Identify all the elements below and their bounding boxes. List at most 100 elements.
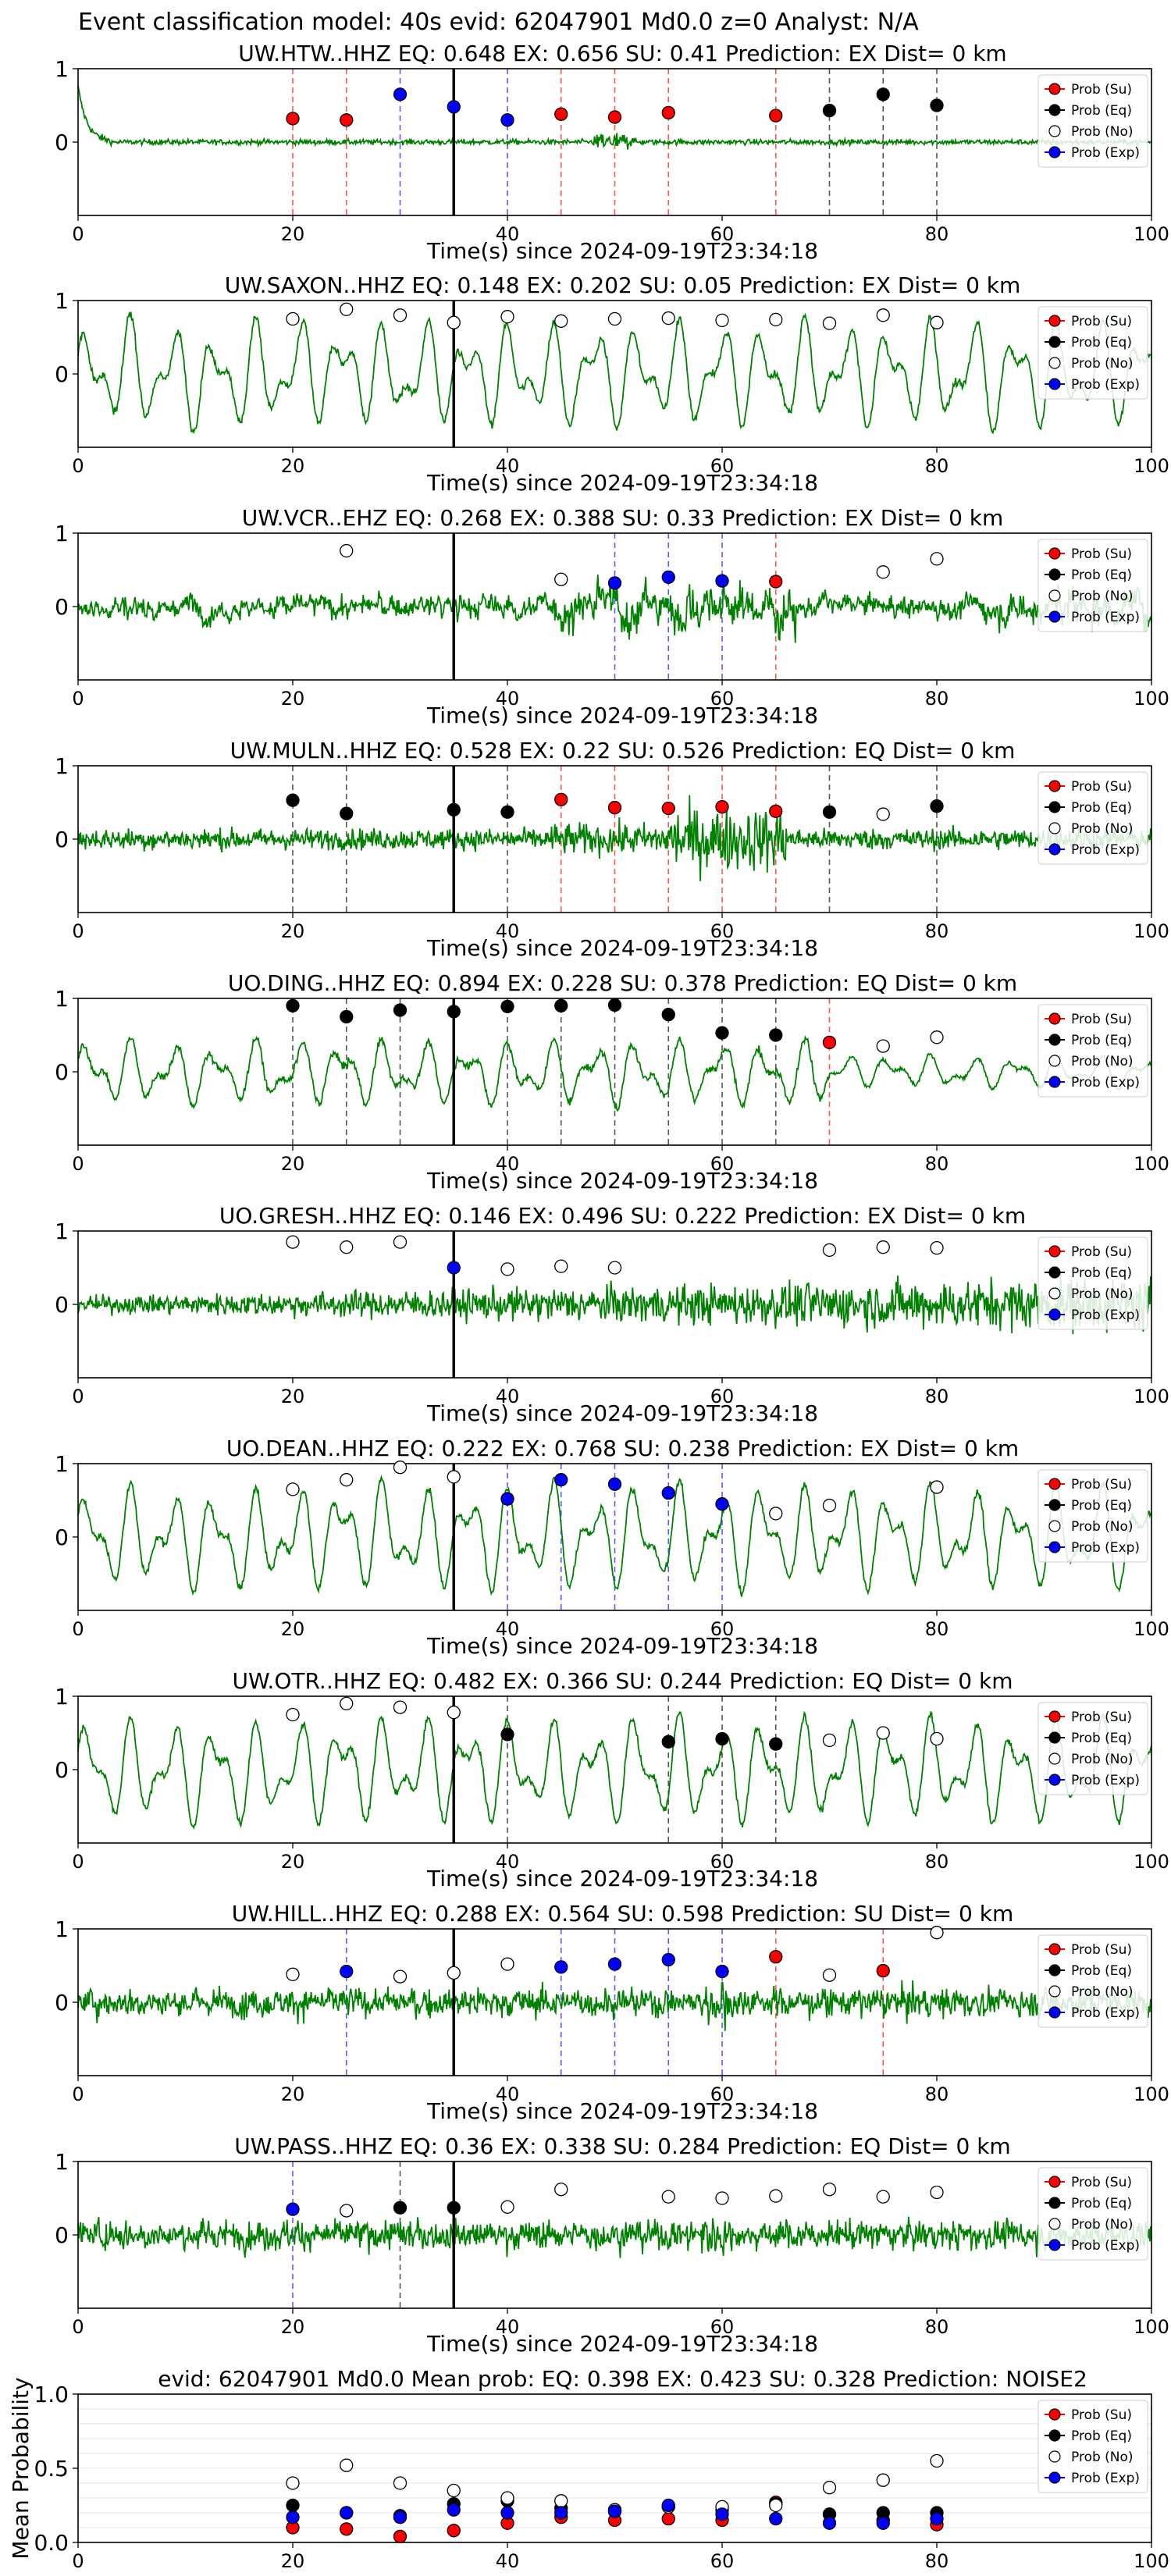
prob-point-probsu [715,799,729,814]
y-tick-label: 1 [55,288,69,314]
legend-label: Prob (Eq) [1071,1033,1132,1048]
legend-swatch-marker [1048,336,1061,348]
legend-label: Prob (Exp) [1071,842,1140,858]
y-tick-label: 0 [55,1525,69,1550]
prob-point-probeq [715,1026,729,1040]
prob-point-probexp [822,2516,837,2530]
prob-point-probeq [500,805,514,819]
legend-swatch-marker [1048,125,1061,137]
prob-point-probexp [286,2202,300,2216]
x-tick-label: 0 [72,455,84,477]
prob-point-probno [340,1473,354,1487]
prob-point-probexp [715,1964,729,1979]
prob-point-probno [286,1482,300,1496]
legend-swatch-marker [1048,1774,1061,1786]
legend-swatch-marker [1048,2197,1061,2209]
x-axis-label: Time(s) since 2024-09-19T23:34:18 [426,2331,818,2357]
panel-title: UO.GRESH..HHZ EQ: 0.146 EX: 0.496 SU: 0.… [219,1203,1026,1229]
prob-point-probsu [607,110,622,124]
prob-point-probeq [715,1731,729,1746]
panel-title: UO.DING..HHZ EQ: 0.894 EX: 0.228 SU: 0.3… [228,970,1017,996]
prob-point-probsu [554,792,568,806]
panel-uw-htw--hhz: UW.HTW..HHZ EQ: 0.648 EX: 0.656 SU: 0.41… [55,41,1169,264]
legend-swatch-marker [1048,1964,1061,1976]
x-axis-label: Time(s) since 2024-09-19T23:34:18 [426,1400,818,1426]
prob-point-probexp [661,2498,675,2513]
x-tick-label: 60 [710,223,735,245]
legend-swatch-marker [1048,1710,1061,1723]
legend-swatch-marker [1048,1520,1061,1532]
legend-label: Prob (No) [1071,124,1134,140]
y-tick-label: 0 [55,1059,69,1085]
legend-swatch-marker [1048,83,1061,95]
prob-point-probno [930,552,944,566]
legend-label: Prob (Su) [1071,1942,1132,1958]
prob-point-probexp [500,2506,514,2520]
x-tick-label: 80 [925,1618,949,1640]
panel-uw-pass--hhz: UW.PASS..HHZ EQ: 0.36 EX: 0.338 SU: 0.28… [55,2133,1169,2357]
prob-point-probno [340,302,354,316]
prob-point-probno [286,311,300,326]
x-tick-label: 60 [710,1153,735,1175]
panel-title: UW.HILL..HHZ EQ: 0.288 EX: 0.564 SU: 0.5… [232,1901,1014,1927]
prob-point-probsu [447,2524,461,2538]
prob-point-probno [393,308,408,322]
prob-point-probexp [286,2510,300,2524]
prob-point-probsu [876,1963,890,1978]
x-tick-label: 0 [72,2550,84,2572]
prob-point-probno [607,1261,622,1275]
x-tick-label: 40 [496,2083,520,2105]
prob-point-probeq [822,103,837,118]
panel-uo-dean--hhz: UO.DEAN..HHZ EQ: 0.222 EX: 0.768 SU: 0.2… [55,1436,1169,1659]
prob-point-probeq [930,799,944,813]
legend-label: Prob (Eq) [1071,2196,1132,2211]
x-tick-label: 20 [281,1618,305,1640]
legend-swatch-marker [1048,1012,1061,1025]
legend-label: Prob (Eq) [1071,1963,1132,1979]
x-tick-label: 80 [925,2083,949,2105]
panel-title: UW.SAXON..HHZ EQ: 0.148 EX: 0.202 SU: 0.… [225,272,1021,298]
prob-point-probexp [876,2516,890,2530]
panel-title: UW.MULN..HHZ EQ: 0.528 EX: 0.22 SU: 0.52… [230,738,1016,763]
x-axis-label: Time(s) since 2024-09-19T23:34:18 [426,1168,818,1194]
prob-point-probno [715,2191,729,2205]
legend-box [1038,539,1148,632]
seismogram-trace [77,1474,1152,1597]
x-tick-label: 80 [925,2316,949,2338]
seismogram-trace [77,1273,1152,1335]
seismogram-trace [77,1710,1152,1830]
prob-point-probeq [340,806,354,820]
prob-point-probno [661,2190,675,2204]
x-tick-label: 60 [710,2550,735,2572]
x-tick-label: 40 [496,1153,520,1175]
x-tick-label: 20 [281,2550,305,2572]
prob-point-probeq [554,998,568,1013]
prob-point-probno [500,1262,514,1276]
x-axis-label: Time(s) since 2024-09-19T23:34:18 [426,935,818,961]
panel-mean: evid: 62047901 Md0.0 Mean prob: EQ: 0.39… [8,2366,1169,2572]
prob-point-probno [447,2483,461,2498]
legend-swatch-marker [1048,1287,1061,1300]
legend-label: Prob (Su) [1071,82,1132,98]
prob-point-probno [822,1733,837,1748]
x-axis-label: Time(s) since 2024-09-19T23:34:18 [426,2098,818,2124]
x-tick-label: 20 [281,2083,305,2105]
panel-title: UW.HTW..HHZ EQ: 0.648 EX: 0.656 SU: 0.41… [238,41,1006,66]
prob-point-probno [876,1240,890,1254]
legend-box [1038,1934,1148,2028]
seismogram-trace [77,574,1152,643]
legend-swatch-marker [1048,589,1061,602]
legend-label: Prob (Su) [1071,546,1132,562]
legend-label: Prob (Eq) [1071,2428,1132,2444]
legend-swatch-marker [1048,1034,1061,1046]
x-tick-label: 20 [281,1851,305,1873]
panel-uw-vcr--ehz: UW.VCR..EHZ EQ: 0.268 EX: 0.388 SU: 0.33… [55,505,1169,728]
prob-point-probno [393,2476,408,2490]
x-tick-label: 0 [72,2316,84,2338]
x-tick-label: 80 [925,2550,949,2572]
prob-point-probno [876,308,890,322]
prob-point-probno [340,2458,354,2472]
prob-point-probno [340,1696,354,1711]
legend-swatch-marker [1048,146,1061,158]
legend-swatch-marker [1048,843,1061,856]
